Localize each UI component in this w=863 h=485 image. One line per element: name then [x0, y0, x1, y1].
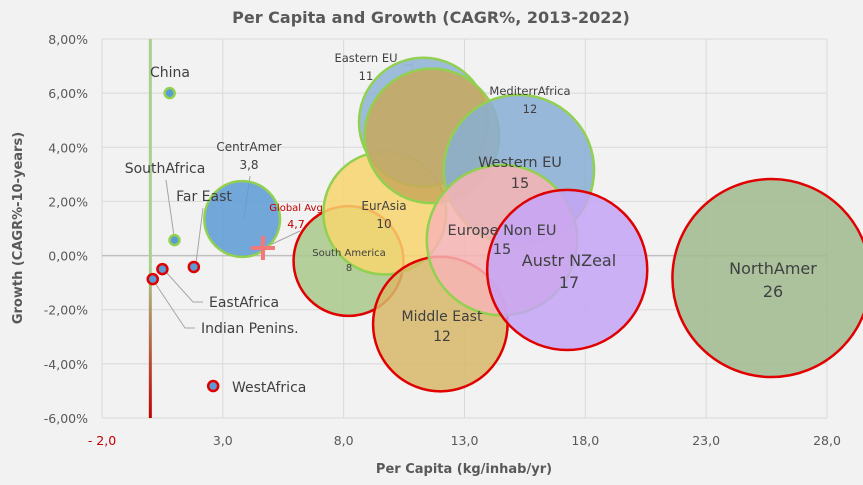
- x-tick-label: 28,0: [813, 433, 841, 448]
- value-middle-east: 12: [433, 329, 451, 345]
- label-southafrica: SouthAfrica: [125, 161, 206, 177]
- label-south-america: South America: [312, 248, 386, 259]
- value-global-avg: 4,7: [287, 218, 305, 231]
- bubble-far-east: [187, 260, 201, 274]
- value-northamer: 26: [763, 282, 783, 301]
- value-mediterrafrica: 12: [523, 102, 538, 116]
- y-tick-label: 6,00%: [48, 86, 88, 101]
- label-indian-penins-: Indian Penins.: [201, 321, 299, 337]
- y-axis-ticks: 8,00% 6,00% 4,00% 2,00% 0,00% -2,00% -4,00% -6,…: [44, 32, 88, 426]
- leader-southafrica: [165, 179, 175, 237]
- bubble-southafrica: [168, 233, 181, 247]
- x-tick-label: 8,0: [334, 433, 354, 448]
- value-south-america: 8: [346, 263, 352, 274]
- value-centramer: 3,8: [239, 158, 258, 172]
- value-eurasia: 10: [376, 217, 391, 231]
- bubble-indian-penins-: [146, 272, 159, 286]
- y-tick-label: 4,00%: [48, 140, 88, 155]
- x-axis-title: Per Capita (kg/inhab/yr): [376, 462, 552, 477]
- bubble-austr-nzeal: [485, 188, 649, 352]
- bubble-westafrica: [206, 379, 220, 393]
- label-far-east: Far East: [176, 189, 232, 205]
- leader-far-east: [195, 207, 204, 264]
- label-eastern-eu: Eastern EU: [334, 51, 397, 65]
- bubble-labels: China SouthAfrica Far East EastAfrica Indian…: [125, 51, 818, 396]
- reference-line-x0: [148, 39, 152, 418]
- y-tick-label: 0,00%: [48, 249, 88, 264]
- value-western-eu: 15: [511, 176, 529, 192]
- x-axis-ticks: - 2,0 3,0 8,0 13,0 18,0 23,0 28,0: [88, 433, 841, 448]
- label-eastafrica: EastAfrica: [209, 295, 279, 311]
- y-tick-label: -4,00%: [44, 357, 88, 372]
- label-europe-non-eu: Europe Non EU: [448, 223, 557, 239]
- y-tick-label: -6,00%: [44, 411, 88, 426]
- y-tick-label: 2,00%: [48, 194, 88, 209]
- leader-eastafrica: [165, 271, 203, 303]
- x-tick-label: 18,0: [571, 433, 599, 448]
- label-western-eu: Western EU: [478, 155, 562, 171]
- value-austr-nzeal: 17: [559, 273, 579, 292]
- y-axis-title: Growth (CAGR%-10-years): [11, 132, 26, 324]
- label-northamer: NorthAmer: [729, 259, 817, 278]
- label-westafrica: WestAfrica: [232, 380, 306, 396]
- x-tick-label: 23,0: [692, 433, 720, 448]
- leader-global-avg: [269, 230, 301, 246]
- y-tick-label: 8,00%: [48, 32, 88, 47]
- label-mediterrafrica: MediterrAfrica: [489, 84, 570, 98]
- x-tick-label: 3,0: [213, 433, 233, 448]
- label-global-avg: Global Avg: [269, 203, 323, 214]
- value-eastern-eu: 11: [359, 69, 374, 83]
- x-tick-label: - 2,0: [88, 433, 116, 448]
- bubble-northamer: [671, 177, 863, 379]
- bubble-china: [163, 86, 176, 100]
- bubble-eastafrica: [156, 262, 169, 276]
- bubbles: [146, 56, 863, 393]
- label-centramer: CentrAmer: [216, 140, 281, 154]
- label-china: China: [150, 65, 190, 81]
- global-avg-marker: [250, 235, 275, 260]
- y-tick-label: -2,00%: [44, 303, 88, 318]
- label-middle-east: Middle East: [402, 309, 483, 325]
- value-europe-non-eu: 15: [493, 242, 511, 258]
- label-austr-nzeal: Austr NZeal: [522, 251, 616, 270]
- chart-title: Per Capita and Growth (CAGR%, 2013-2022): [232, 8, 630, 27]
- x-tick-label: 13,0: [451, 433, 479, 448]
- label-eurasia: EurAsia: [361, 199, 406, 213]
- leader-indian-penins-: [154, 282, 195, 329]
